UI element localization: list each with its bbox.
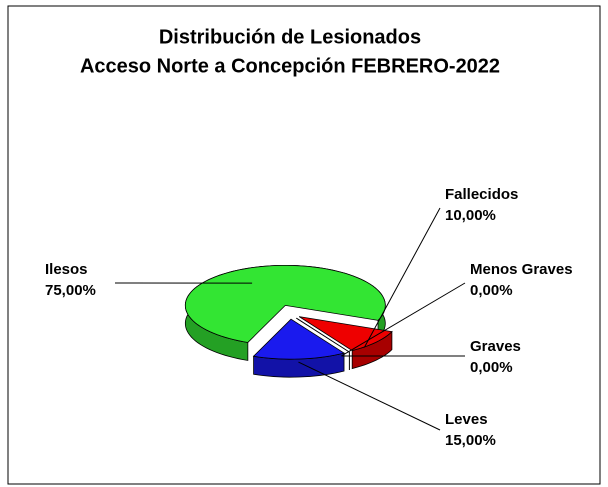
slice-value-label: 75,00%	[45, 282, 96, 299]
leader-line	[341, 282, 466, 357]
slice-value-label: 0,00%	[470, 282, 513, 299]
frame	[7, 5, 601, 485]
slice-label: Leves	[445, 411, 488, 428]
slice-label: Menos Graves	[470, 261, 573, 278]
leader-line	[363, 207, 441, 348]
slice-label: Fallecidos	[445, 186, 518, 203]
slice	[296, 317, 350, 371]
slice-value-label: 0,00%	[470, 359, 513, 376]
chart-title: Acceso Norte a Concepción FEBRERO-2022	[80, 55, 500, 77]
slice-label: Ilesos	[45, 261, 88, 278]
chart-title: Distribución de Lesionados	[159, 26, 421, 48]
slice-value-label: 15,00%	[445, 432, 496, 449]
slice-top	[184, 264, 386, 343]
leader-line	[298, 361, 441, 431]
slice-top	[252, 318, 346, 360]
slice-top	[298, 316, 393, 351]
slice-value-label: 10,00%	[445, 207, 496, 224]
slice-label: Graves	[470, 338, 521, 355]
slice	[252, 318, 346, 378]
